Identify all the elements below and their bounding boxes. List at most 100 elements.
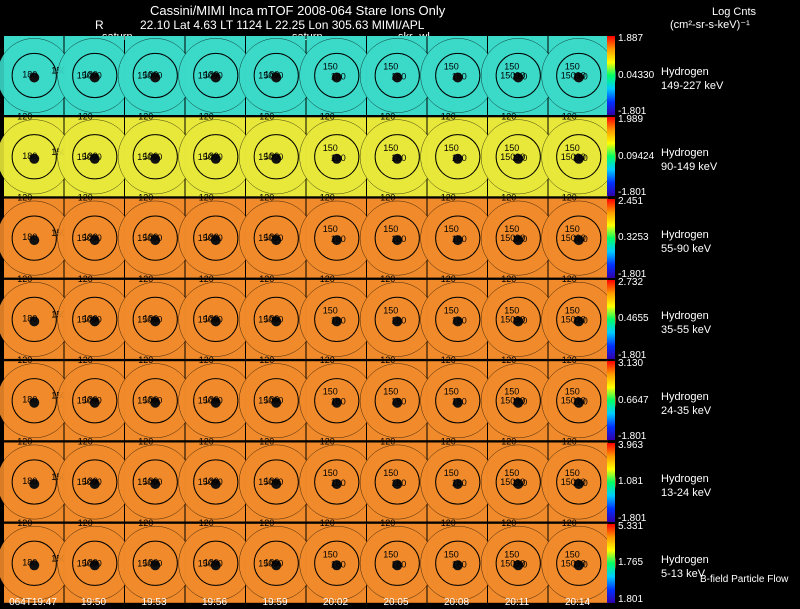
ring-label: 120 [259, 518, 274, 528]
inner-ring [435, 459, 481, 505]
ring-label: 15090 [258, 396, 283, 406]
ring-label: 120 [320, 437, 335, 447]
inner-ring [556, 52, 602, 99]
ring-label: 120 [259, 193, 274, 203]
ring-label: 150 [565, 305, 580, 315]
ring-label: 180 [83, 313, 98, 323]
ring-label: 15090 [258, 314, 283, 324]
ring-label: 180 [452, 72, 467, 82]
image-panel [117, 117, 193, 197]
inner-ring [556, 378, 602, 424]
inner-ring [556, 459, 602, 505]
ring-label: 120 [441, 518, 456, 528]
ring-label: 15090 [500, 477, 525, 487]
planet-disk [210, 560, 221, 571]
ring-label: 120 [380, 193, 395, 203]
image-panel [117, 361, 193, 441]
ring-label: 15090 [137, 396, 162, 406]
band-energy: 5-13 keV [661, 567, 706, 580]
ring-label: 180 [391, 397, 406, 407]
ring-label: 120 [320, 193, 335, 203]
planet-disk [271, 479, 282, 489]
inner-ring [314, 296, 360, 343]
ring-label: 180 [331, 315, 346, 325]
image-panel [0, 361, 72, 441]
ring-label: 15090 [500, 233, 525, 243]
ring-label: 120 [138, 111, 153, 121]
colorbar-min: -1.801 [618, 512, 647, 524]
planet-disk [573, 316, 584, 327]
r-label: R [95, 18, 104, 32]
planet-disk [331, 235, 342, 246]
inner-ring [253, 296, 299, 343]
image-panel [238, 523, 314, 603]
inner-ring [72, 540, 118, 586]
ring-label: 150 [444, 224, 459, 234]
inner-ring [72, 296, 118, 343]
ring-label: 180 [143, 476, 158, 486]
ring-label: 120 [320, 274, 335, 284]
colorbar-mid: 0.09424 [618, 150, 655, 162]
image-panel [420, 117, 496, 197]
ring-label: 180 [512, 397, 527, 407]
inner-ring [253, 540, 299, 586]
colorbar-max: 2.732 [618, 276, 644, 288]
colorbar [607, 198, 615, 278]
image-panel [420, 442, 496, 522]
ring-label: 15090 [198, 233, 223, 243]
planet-disk [210, 316, 221, 327]
planet-disk [271, 153, 282, 164]
image-panel [420, 198, 496, 278]
inner-ring [495, 215, 541, 261]
image-panel [480, 442, 556, 522]
ring-label: 180 [331, 234, 346, 244]
ring-label: 180 [204, 70, 219, 80]
colorbar-min: 1.801 [618, 593, 644, 605]
ring-label: 180 [512, 72, 527, 82]
inner-ring [132, 296, 178, 343]
ring-label: 120 [562, 193, 577, 203]
colorbar-min: -1.801 [618, 106, 647, 117]
ring-label: 180 [83, 395, 98, 405]
ring-label: 180 [22, 476, 37, 486]
ring-label: 180 [264, 395, 279, 405]
colorbar-min: -1.801 [618, 431, 647, 443]
inner-ring [435, 296, 481, 343]
ring-label: 15090 [198, 71, 223, 81]
ring-label: 150 [323, 143, 338, 153]
ring-label: 150 [504, 62, 519, 72]
band-species: Hydrogen [661, 309, 709, 322]
planet-disk [150, 479, 161, 489]
planet-disk [210, 397, 221, 408]
image-panel [238, 36, 314, 115]
image-panel [541, 279, 617, 359]
image-panel [57, 36, 133, 115]
image-panel [480, 117, 556, 197]
ring-label: 15090 [561, 396, 586, 406]
inner-ring [374, 459, 420, 505]
ring-label: 15090 [561, 558, 586, 568]
image-panel [57, 523, 133, 603]
planet-disk [89, 397, 100, 408]
ring-label: 150 [383, 387, 398, 397]
time-label: 19:56 [201, 597, 228, 608]
image-panel [238, 279, 314, 359]
ring-label: 150 [565, 143, 580, 153]
ring-label: 180 [143, 557, 158, 567]
image-panel [420, 36, 496, 115]
time-label: 20:05 [383, 597, 409, 608]
ring-label: 120 [259, 437, 274, 447]
inner-ring [556, 296, 602, 343]
planet-disk [271, 560, 282, 571]
ring-label: 120 [199, 193, 214, 203]
ring-label: 15090 [500, 558, 525, 568]
image-panel [178, 361, 254, 441]
inner-ring [72, 459, 118, 505]
ring-label: 180 [22, 395, 37, 405]
ring-label: 15090 [258, 152, 283, 162]
units-line2: (cm²-sr-s-keV)⁻¹ [670, 19, 750, 31]
image-panel [238, 361, 314, 441]
planet-disk [392, 479, 403, 489]
image-panel [420, 361, 496, 441]
